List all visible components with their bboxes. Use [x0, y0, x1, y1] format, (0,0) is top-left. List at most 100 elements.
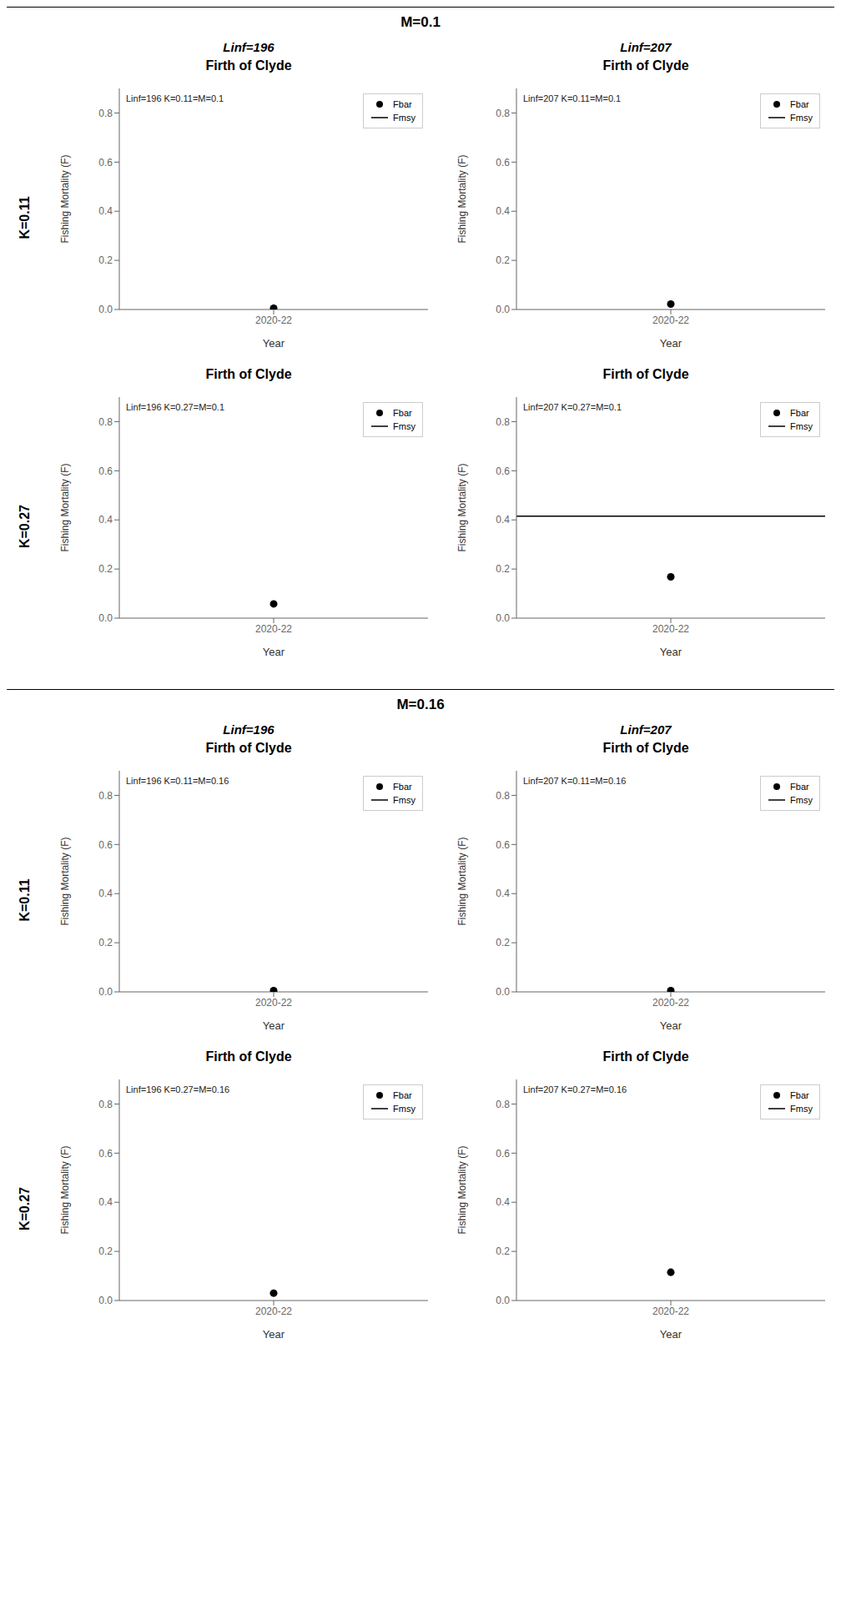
html-text:Fbar: Fbar: [393, 407, 412, 418]
svg-text:0.0: 0.0: [98, 1294, 113, 1307]
svg-text:0.0: 0.0: [495, 612, 510, 625]
html-text:K=0.11: K=0.11: [17, 196, 32, 240]
svg-text:Year: Year: [262, 337, 286, 350]
svg-text:Year: Year: [659, 1328, 683, 1341]
svg-text:0.4: 0.4: [495, 513, 510, 526]
svg-text:Year: Year: [659, 645, 683, 659]
html-text:Fbar: Fbar: [393, 99, 412, 110]
svg-text:0.4: 0.4: [495, 205, 510, 217]
svg-text:0.2: 0.2: [495, 1245, 510, 1258]
svg-text:0.2: 0.2: [98, 254, 113, 267]
html-text:Linf=196: Linf=196: [223, 40, 275, 55]
svg-text:Year: Year: [262, 1019, 286, 1033]
html-text:Fmsy: Fmsy: [393, 421, 416, 432]
svg-text:Fishing Mortality (F): Fishing Mortality (F): [59, 1145, 71, 1234]
html-text:Firth of Clyde: Firth of Clyde: [602, 1049, 689, 1064]
svg-text:0.4: 0.4: [98, 513, 113, 526]
html-text:Firth of Clyde: Firth of Clyde: [602, 740, 689, 756]
svg-text:0.4: 0.4: [98, 1196, 113, 1209]
svg-text:Fishing Mortality (F): Fishing Mortality (F): [59, 154, 71, 243]
html-text:Fmsy: Fmsy: [790, 112, 813, 123]
html-text:Fmsy: Fmsy: [393, 795, 416, 806]
svg-text:Year: Year: [262, 645, 286, 659]
svg-text:0.6: 0.6: [495, 1148, 510, 1160]
svg-text:0.8: 0.8: [495, 416, 510, 429]
html-text:Firth of Clyde: Firth of Clyde: [602, 367, 689, 382]
html-text:Linf=196 K=0.27=M=0.1: Linf=196 K=0.27=M=0.1: [125, 402, 225, 413]
html-text:K=0.11: K=0.11: [17, 878, 32, 922]
svg-text:0.8: 0.8: [98, 1098, 113, 1111]
html-text:Fbar: Fbar: [790, 99, 810, 110]
svg-text:0.0: 0.0: [98, 612, 113, 625]
svg-text:0.2: 0.2: [98, 1245, 113, 1258]
html-text:Firth of Clyde: Firth of Clyde: [205, 1049, 292, 1064]
html-text:Linf=207 K=0.11=M=0.1: Linf=207 K=0.11=M=0.1: [523, 93, 621, 104]
html-text:Linf=207: Linf=207: [620, 722, 672, 737]
svg-text:2020-22: 2020-22: [255, 314, 293, 327]
html-text:Firth of Clyde: Firth of Clyde: [205, 740, 292, 756]
html-text:M=0.16: M=0.16: [396, 696, 445, 713]
svg-text:0.6: 0.6: [98, 465, 113, 478]
html-text:Linf=196: Linf=196: [223, 722, 275, 737]
svg-text:0.2: 0.2: [495, 254, 510, 267]
html-text:Fbar: Fbar: [790, 407, 810, 418]
svg-text:Fishing Mortality (F): Fishing Mortality (F): [59, 463, 71, 552]
html-text:Fmsy: Fmsy: [393, 112, 416, 123]
svg-text:2020-22: 2020-22: [255, 997, 293, 1009]
svg-text:2020-22: 2020-22: [652, 997, 690, 1009]
svg-text:0.4: 0.4: [495, 1196, 510, 1209]
svg-text:0.8: 0.8: [495, 107, 510, 120]
svg-text:Fishing Mortality (F): Fishing Mortality (F): [456, 463, 469, 552]
svg-text:0.0: 0.0: [98, 303, 113, 316]
html-text:Firth of Clyde: Firth of Clyde: [205, 367, 292, 382]
html-text:Linf=196 K=0.11=M=0.16: Linf=196 K=0.11=M=0.16: [125, 775, 229, 786]
svg-text:2020-22: 2020-22: [652, 1305, 690, 1318]
html-text:Fbar: Fbar: [393, 781, 412, 792]
svg-text:0.4: 0.4: [98, 205, 113, 217]
svg-text:0.4: 0.4: [98, 887, 113, 900]
html-text:Linf=207: Linf=207: [620, 40, 672, 55]
svg-text:0.0: 0.0: [495, 303, 510, 316]
svg-text:0.0: 0.0: [98, 986, 113, 998]
svg-text:Year: Year: [262, 1328, 286, 1341]
svg-text:2020-22: 2020-22: [255, 623, 293, 635]
html-text:Linf=207 K=0.27=M=0.1: Linf=207 K=0.27=M=0.1: [523, 402, 622, 413]
svg-text:0.6: 0.6: [495, 839, 510, 852]
svg-text:Fishing Mortality (F): Fishing Mortality (F): [456, 154, 469, 243]
html-text:M=0.1: M=0.1: [400, 14, 441, 31]
svg-text:0.2: 0.2: [495, 563, 510, 575]
svg-text:2020-22: 2020-22: [255, 1305, 293, 1318]
html-text:Fbar: Fbar: [790, 781, 810, 792]
svg-text:0.2: 0.2: [495, 936, 510, 949]
html-text:Fmsy: Fmsy: [790, 795, 813, 806]
svg-text:Fishing Mortality (F): Fishing Mortality (F): [456, 836, 469, 926]
html-text:Linf=207 K=0.11=M=0.16: Linf=207 K=0.11=M=0.16: [523, 775, 626, 786]
svg-text:Year: Year: [659, 337, 683, 350]
svg-text:0.8: 0.8: [98, 416, 113, 429]
html-text:Firth of Clyde: Firth of Clyde: [205, 58, 292, 73]
svg-text:0.2: 0.2: [98, 936, 113, 949]
svg-text:0.6: 0.6: [495, 156, 510, 169]
svg-text:Fishing Mortality (F): Fishing Mortality (F): [59, 836, 71, 926]
svg-text:0.8: 0.8: [495, 790, 510, 802]
html-text:Fmsy: Fmsy: [790, 421, 813, 432]
svg-text:0.8: 0.8: [98, 107, 113, 120]
svg-text:0.2: 0.2: [98, 563, 113, 575]
svg-text:0.8: 0.8: [495, 1098, 510, 1111]
svg-text:2020-22: 2020-22: [652, 314, 690, 327]
html-text:Firth of Clyde: Firth of Clyde: [602, 58, 689, 73]
html-text:Linf=196 K=0.11=M=0.1: Linf=196 K=0.11=M=0.1: [125, 93, 224, 104]
svg-text:0.6: 0.6: [98, 839, 113, 852]
html-text:K=0.27: K=0.27: [17, 504, 32, 549]
svg-text:0.8: 0.8: [98, 790, 113, 802]
html-text:K=0.27: K=0.27: [17, 1187, 32, 1231]
svg-text:0.4: 0.4: [495, 887, 510, 900]
svg-text:0.6: 0.6: [98, 1148, 113, 1160]
svg-text:2020-22: 2020-22: [652, 623, 690, 635]
svg-text:0.6: 0.6: [495, 465, 510, 478]
svg-text:0.0: 0.0: [495, 1294, 510, 1307]
svg-text:0.0: 0.0: [495, 986, 510, 998]
svg-text:Fishing Mortality (F): Fishing Mortality (F): [456, 1145, 469, 1234]
svg-text:Year: Year: [659, 1019, 683, 1033]
svg-text:0.6: 0.6: [98, 156, 113, 169]
